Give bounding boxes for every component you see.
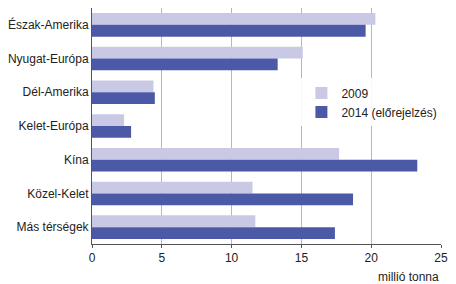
svg-text:Nyugat-Európa: Nyugat-Európa (8, 52, 89, 66)
svg-text:0: 0 (89, 251, 96, 265)
svg-text:25: 25 (434, 251, 448, 265)
svg-text:Közel-Kelet: Közel-Kelet (27, 187, 89, 201)
svg-text:millió tonna: millió tonna (378, 270, 439, 284)
svg-text:10: 10 (225, 251, 239, 265)
svg-text:15: 15 (295, 251, 309, 265)
svg-text:20: 20 (365, 251, 379, 265)
svg-text:Más térségek: Más térségek (17, 220, 90, 234)
svg-text:Kelet-Európa: Kelet-Európa (19, 119, 89, 133)
svg-text:Dél-Amerika: Dél-Amerika (23, 85, 89, 99)
svg-text:Észak-Amerika: Észak-Amerika (8, 17, 89, 32)
svg-text:5: 5 (158, 251, 165, 265)
svg-text:Kína: Kína (64, 153, 89, 167)
svg-text:2014 (előrejelzés): 2014 (előrejelzés) (341, 106, 436, 120)
svg-text:2009: 2009 (341, 87, 368, 101)
